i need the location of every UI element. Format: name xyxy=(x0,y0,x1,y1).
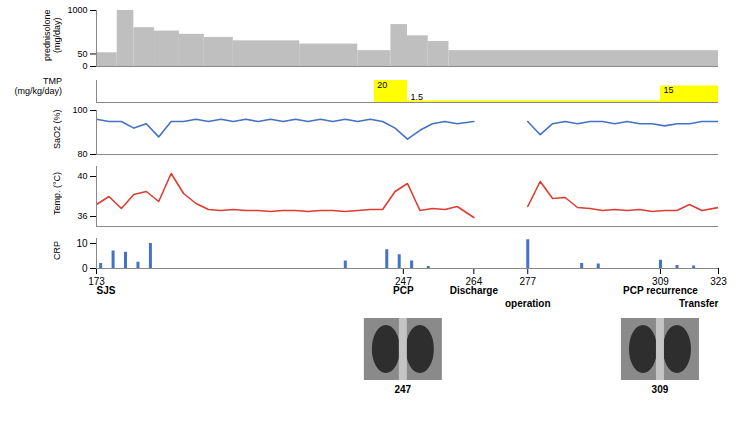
svg-text:0: 0 xyxy=(82,263,88,274)
svg-text:15: 15 xyxy=(663,85,673,95)
svg-text:operation: operation xyxy=(505,298,551,309)
svg-text:50: 50 xyxy=(77,49,87,59)
svg-text:1.5: 1.5 xyxy=(411,92,424,102)
svg-text:247: 247 xyxy=(395,275,412,287)
svg-text:20: 20 xyxy=(377,80,387,90)
svg-text:PCP recurrence: PCP recurrence xyxy=(623,285,698,296)
svg-text:Transfer: Transfer xyxy=(679,298,719,309)
svg-text:323: 323 xyxy=(710,276,727,287)
svg-text:36: 36 xyxy=(77,211,87,221)
svg-text:100: 100 xyxy=(72,105,87,115)
svg-text:277: 277 xyxy=(519,276,536,287)
svg-text:309: 309 xyxy=(652,384,669,395)
svg-text:80: 80 xyxy=(77,149,87,159)
svg-text:173: 173 xyxy=(88,275,105,287)
svg-text:SJS: SJS xyxy=(97,285,116,296)
svg-text:10: 10 xyxy=(76,238,88,249)
svg-text:PCP: PCP xyxy=(393,285,414,296)
html-text:CRP: CRP xyxy=(52,240,62,260)
html-text:TMP (mg/kg/day): TMP (mg/kg/day) xyxy=(14,76,62,96)
svg-text:Discharge: Discharge xyxy=(450,285,499,296)
svg-text:247: 247 xyxy=(395,384,412,395)
html-text:prednisolone (mg/day): prednisolone (mg/day) xyxy=(42,9,62,61)
svg-text:309: 309 xyxy=(652,275,669,287)
svg-text:1000: 1000 xyxy=(67,5,87,15)
html-text:SaO2 (%): SaO2 (%) xyxy=(52,109,62,149)
svg-text:0: 0 xyxy=(82,61,88,72)
svg-text:264: 264 xyxy=(465,275,483,287)
svg-text:40: 40 xyxy=(77,171,87,181)
html-text:Temp. (°C): Temp. (°C) xyxy=(52,171,62,215)
